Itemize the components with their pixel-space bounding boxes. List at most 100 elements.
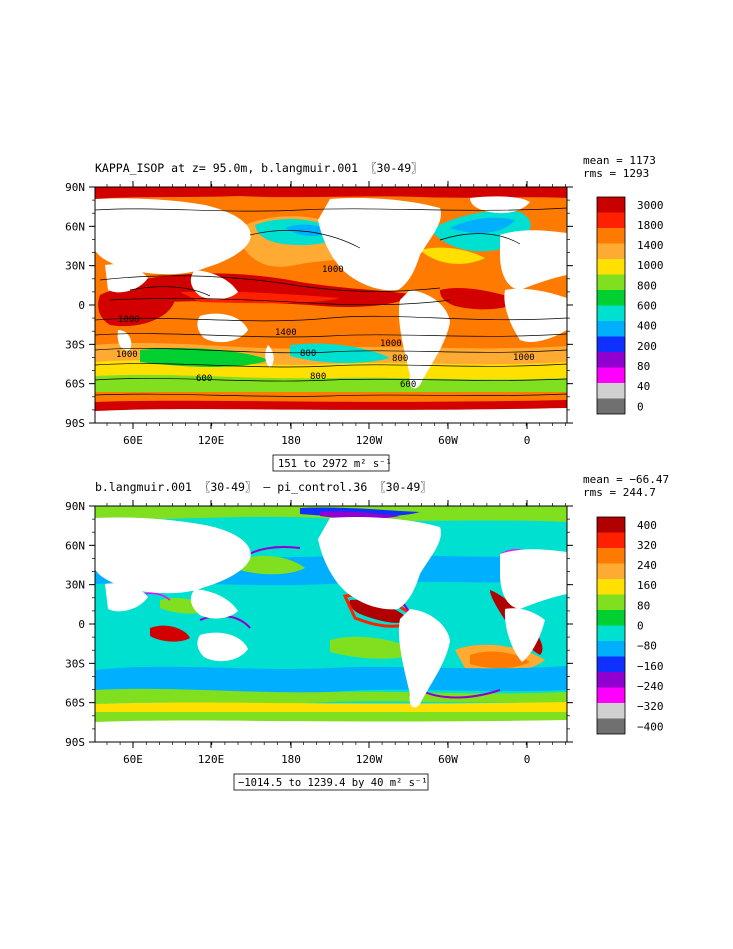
colorbar-cell <box>597 656 625 672</box>
colorbar-label: 200 <box>637 340 657 353</box>
colorbar-label: −80 <box>637 640 657 653</box>
lat-tick-label: 30S <box>65 657 85 670</box>
lat-tick-label: 90N <box>65 500 85 513</box>
panel-2-title: b.langmuir.001 〖30-49〗 – pi_control.36 〖… <box>95 480 432 494</box>
colorbar-label: 400 <box>637 519 657 532</box>
colorbar-label: 320 <box>637 539 657 552</box>
colorbar-cell <box>597 212 625 228</box>
lon-tick-label: 60E <box>123 753 143 766</box>
lon-tick-label: 0 <box>524 434 531 447</box>
lat-tick-label: 90S <box>65 417 85 430</box>
lon-tick-label: 0 <box>524 753 531 766</box>
colorbar-cell <box>597 687 625 703</box>
panel-1-range: 151 to 2972 m² s⁻¹ <box>278 458 392 470</box>
panel-1-title: KAPPA_ISOP at z= 95.0m, b.langmuir.001 〖… <box>95 161 423 175</box>
contour-label: 1000 <box>380 339 402 349</box>
colorbar-cell <box>597 641 625 657</box>
colorbar-cell <box>597 625 625 641</box>
panel-2-rms: rms = 244.7 <box>583 486 656 499</box>
lat-tick-label: 30N <box>65 579 85 592</box>
panel-2: b.langmuir.001 〖30-49〗 – pi_control.36 〖… <box>65 473 669 791</box>
colorbar-cell <box>597 290 625 306</box>
contour-label: 800 <box>310 372 326 382</box>
colorbar-cell <box>597 243 625 259</box>
panel-1-field: 1000 1000 1400 1000 800 1000 800 600 800… <box>95 187 567 423</box>
contour-label: 1000 <box>322 265 344 275</box>
colorbar-label: 1800 <box>637 219 664 232</box>
colorbar-cell <box>597 228 625 244</box>
panel-1-mean: mean = 1173 <box>583 154 656 167</box>
colorbar-label: −240 <box>637 680 664 693</box>
lat-tick-label: 0 <box>78 618 85 631</box>
colorbar-cell <box>597 352 625 368</box>
colorbar-label: 400 <box>637 320 657 333</box>
colorbar-cell <box>597 610 625 626</box>
colorbar-label: 80 <box>637 360 650 373</box>
panel-2-range-box <box>233 773 429 791</box>
panel-1-rms: rms = 1293 <box>583 167 649 180</box>
colorbar-cell <box>597 532 625 548</box>
colorbar-cell <box>597 517 625 533</box>
colorbar-cell <box>597 274 625 290</box>
lon-tick-label: 60E <box>123 434 143 447</box>
colorbar-label: 0 <box>637 400 644 413</box>
lat-tick-label: 90N <box>65 181 85 194</box>
colorbar-cell <box>597 594 625 610</box>
contour-label: 1400 <box>275 328 297 338</box>
colorbar-label: −160 <box>637 660 664 673</box>
contour-label: 1000 <box>116 350 138 360</box>
lat-tick-label: 0 <box>78 299 85 312</box>
panel-1: KAPPA_ISOP at z= 95.0m, b.langmuir.001 〖… <box>65 154 664 472</box>
panel-2-range: −1014.5 to 1239.4 by 40 m² s⁻¹ <box>238 777 428 789</box>
colorbar-label: 600 <box>637 300 657 313</box>
lon-tick-label: 120W <box>356 434 383 447</box>
colorbar-cell <box>597 563 625 579</box>
panel-1-contour-labels: 1000 1000 1400 1000 800 1000 800 600 800… <box>116 265 535 390</box>
lon-tick-label: 180 <box>281 434 301 447</box>
lat-tick-label: 90S <box>65 736 85 749</box>
colorbar-cell <box>597 672 625 688</box>
lon-tick-label: 60W <box>438 753 458 766</box>
contour-label: 800 <box>300 349 316 359</box>
panel-2-axes: 90N 60N 30N 0 30S 60S 90S 60E 120E 180 120W 60W 0 <box>65 500 573 766</box>
lat-tick-label: 60S <box>65 697 85 710</box>
colorbar-cell <box>597 548 625 564</box>
colorbar-label: 0 <box>637 620 644 633</box>
lon-tick-label: 60W <box>438 434 458 447</box>
lat-tick-label: 60S <box>65 378 85 391</box>
colorbar-label: 160 <box>637 579 657 592</box>
lat-tick-label: 30S <box>65 338 85 351</box>
colorbar-cell <box>597 259 625 275</box>
lat-tick-label: 60N <box>65 220 85 233</box>
colorbar-cell <box>597 321 625 337</box>
lon-tick-label: 180 <box>281 753 301 766</box>
lon-tick-label: 120W <box>356 753 383 766</box>
colorbar-cell <box>597 579 625 595</box>
contour-label: 1000 <box>513 353 535 363</box>
colorbar-label: 3000 <box>637 199 664 212</box>
contour-label: 600 <box>400 380 416 390</box>
panel-2-mean: mean = −66.47 <box>583 473 669 486</box>
colorbar-label: 40 <box>637 380 650 393</box>
colorbar-cell <box>597 336 625 352</box>
colorbar-label: 1400 <box>637 239 664 252</box>
colorbar-label: 240 <box>637 559 657 572</box>
lon-tick-label: 120E <box>198 434 225 447</box>
colorbar-cell <box>597 703 625 719</box>
lat-tick-label: 60N <box>65 539 85 552</box>
colorbar-cell <box>597 367 625 383</box>
colorbar-label: 80 <box>637 599 650 612</box>
colorbar-label: −320 <box>637 700 664 713</box>
lon-tick-label: 120E <box>198 753 225 766</box>
colorbar-cell <box>597 383 625 399</box>
colorbar-label: 800 <box>637 279 657 292</box>
panel-1-range-box <box>272 454 390 472</box>
contour-label: 1000 <box>118 315 140 325</box>
contour-label: 600 <box>196 374 212 384</box>
colorbar-cell <box>597 197 625 213</box>
contour-label: 800 <box>392 354 408 364</box>
lat-tick-label: 30N <box>65 260 85 273</box>
colorbar-label: −400 <box>637 720 664 733</box>
